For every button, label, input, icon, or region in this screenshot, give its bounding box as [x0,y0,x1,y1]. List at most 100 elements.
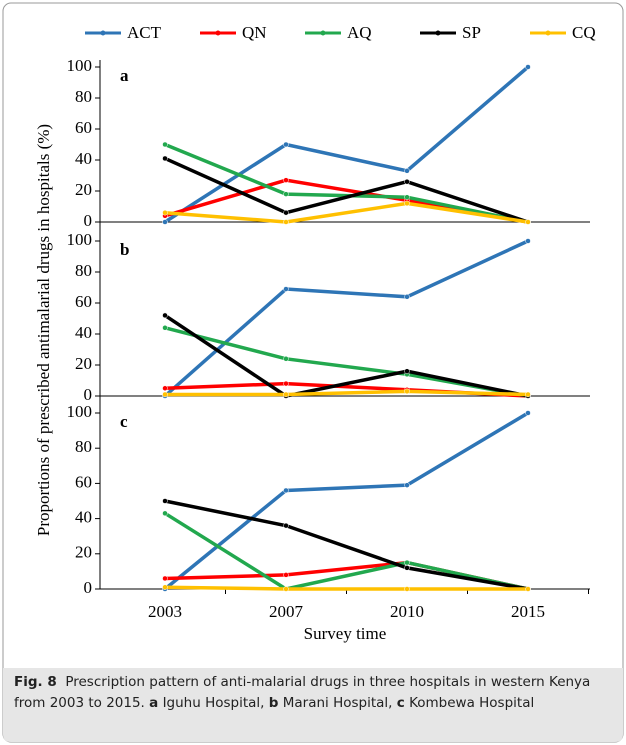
marker [162,155,168,162]
y-tick-label: 0 [84,385,93,404]
y-tick-label: 40 [75,508,92,527]
marker [404,294,410,300]
marker [525,219,531,225]
caption-letter: a [149,695,159,711]
marker [162,219,168,225]
legend-label: CQ [572,23,596,42]
marker [162,498,168,504]
marker [283,191,289,197]
y-tick-label: 60 [75,118,92,137]
panel-label: a [120,66,129,85]
legend-marker [545,30,551,36]
line [164,499,529,591]
marker [162,584,168,590]
legend-label: ACT [127,23,162,42]
marker [404,482,410,488]
marker [283,356,289,362]
y-tick-label: 40 [75,323,92,342]
caption-text: Prescription pattern of anti-malarial dr… [14,674,591,711]
legend-marker [435,30,441,36]
legend-label: AQ [347,23,372,42]
line [164,313,529,398]
marker [283,141,289,148]
marker [283,380,289,387]
y-tick-label: 100 [67,402,93,421]
legend-marker [320,30,326,36]
marker [283,209,289,216]
caption: Fig. 8 Prescription pattern of anti-mala… [14,672,610,714]
marker [283,286,289,292]
legend-marker [100,30,106,36]
marker [404,200,410,207]
marker [404,178,410,185]
y-tick-label: 80 [75,437,92,456]
y-tick-label: 60 [75,292,92,311]
y-tick-label: 40 [75,149,92,168]
y-tick-label: 60 [75,472,92,491]
y-tick-label: 100 [67,230,93,249]
marker [404,559,410,566]
y-axis-label: Proportions of prescribed antimalarial d… [34,124,53,536]
y-tick-label: 80 [75,261,92,280]
x-axis-label: Survey time [304,624,387,643]
caption-label: Fig. 8 [14,674,57,690]
x-tick-label: 2010 [390,602,424,621]
marker [404,368,410,374]
marker [525,391,531,398]
marker [404,388,410,395]
marker [525,238,531,244]
marker [525,64,531,70]
marker [404,586,410,592]
y-tick-label: 0 [84,211,93,230]
line [165,389,529,397]
line [163,411,529,591]
marker [404,168,410,174]
legend-label: SP [462,23,481,42]
legend-marker [215,30,221,36]
marker [283,391,289,398]
marker [283,177,289,183]
marker [404,565,410,571]
line [164,201,529,224]
y-tick-label: 0 [84,578,93,597]
marker [162,141,168,148]
line [164,156,529,224]
marker [283,572,289,578]
marker [404,194,410,200]
y-tick-label: 20 [75,180,92,199]
marker [525,586,531,592]
marker [525,410,531,416]
marker [283,586,289,592]
y-tick-label: 100 [67,56,93,75]
panel-label: c [120,412,128,431]
caption-panel: Kombewa Hospital [409,695,535,711]
caption-panel: Iguhu Hospital, [162,695,265,711]
caption-letter: c [396,695,405,711]
line [164,585,528,591]
marker [283,219,289,225]
x-tick-label: 2003 [148,602,182,621]
line [164,511,529,591]
marker [162,209,168,216]
marker [283,487,289,494]
caption-letter: b [268,695,279,711]
y-tick-label: 20 [75,354,92,373]
marker [162,325,168,331]
line [164,65,530,224]
marker [162,312,168,319]
caption-panel: Marani Hospital, [282,695,393,711]
marker [162,575,168,582]
marker [162,510,168,517]
y-tick-label: 20 [75,543,92,562]
marker [283,522,289,529]
x-tick-label: 2015 [511,602,545,621]
marker [162,385,168,391]
x-tick-label: 2007 [269,602,304,621]
caption-background [3,668,623,742]
legend-label: QN [242,23,267,42]
y-tick-label: 80 [75,87,92,106]
marker [162,391,168,398]
panel-label: b [120,240,129,259]
